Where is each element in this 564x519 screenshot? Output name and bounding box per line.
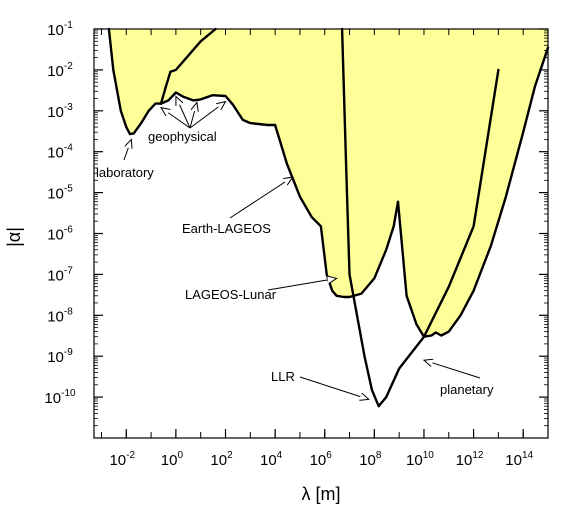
y-tick-label: 10-9 bbox=[47, 347, 73, 366]
excluded-region-fill bbox=[108, 29, 549, 337]
annotation-label-laboratory: laboratory bbox=[96, 165, 154, 180]
annotation-label-earth-lageos: Earth-LAGEOS bbox=[182, 221, 271, 236]
y-tick-label: 10-6 bbox=[47, 225, 73, 244]
series-line-planetary bbox=[422, 46, 550, 338]
x-axis-title: λ [m] bbox=[302, 484, 341, 504]
series-lines bbox=[107, 27, 550, 408]
annotation-arrow-geophysical bbox=[161, 108, 191, 129]
y-tick-label: 10-10 bbox=[44, 388, 76, 407]
annotation-arrow-geophysical bbox=[189, 103, 197, 129]
annotation-arrow-earth-lageos bbox=[229, 177, 293, 219]
x-tick-label: 106 bbox=[310, 450, 333, 469]
annotation-arrow-laboratory bbox=[123, 139, 131, 161]
annotations: laboratory geophysical Earth-LAGEOS LAGEOS-… bbox=[96, 97, 494, 400]
annotation-label-planetary: planetary bbox=[440, 382, 494, 397]
series-line-geophysical-upper bbox=[159, 27, 217, 105]
y-tick-label: 10-3 bbox=[47, 102, 73, 121]
x-tick-label: 1012 bbox=[456, 450, 484, 469]
annotation-arrow-lageos-lunar bbox=[267, 278, 337, 291]
series-line-geophysical bbox=[159, 91, 277, 127]
series-line-earth-lageos bbox=[273, 123, 328, 276]
x-tick-label: 100 bbox=[161, 450, 184, 469]
y-tick-label: 10-4 bbox=[47, 143, 73, 162]
annotation-arrow-planetary bbox=[424, 360, 481, 379]
series-line-laboratory bbox=[107, 27, 163, 136]
plot-area: 10-2 100 102 104 106 108 1010 1012 1014 10-1 10-2 1… bbox=[44, 20, 550, 469]
x-tick-label: 10-2 bbox=[109, 450, 135, 469]
series-line-lageos-lunar bbox=[325, 200, 426, 338]
y-axis-title: |α| bbox=[4, 227, 24, 247]
axis-ticks: 10-2 100 102 104 106 108 1010 1012 1014 10-1 10-2 1… bbox=[44, 20, 549, 469]
y-tick-label: 10-5 bbox=[47, 184, 73, 203]
x-tick-label: 1010 bbox=[406, 450, 434, 469]
annotation-label-geophysical: geophysical bbox=[148, 129, 217, 144]
y-tick-label: 10-2 bbox=[47, 61, 73, 80]
x-tick-label: 1014 bbox=[505, 450, 533, 469]
x-tick-label: 108 bbox=[359, 450, 382, 469]
series-line-llr bbox=[340, 27, 500, 408]
annotation-label-lageos-lunar: LAGEOS-Lunar bbox=[185, 287, 277, 302]
y-tick-label: 10-7 bbox=[47, 265, 73, 284]
y-tick-label: 10-1 bbox=[47, 20, 73, 39]
annotation-arrow-geophysical bbox=[176, 97, 191, 129]
x-tick-label: 104 bbox=[260, 450, 283, 469]
annotation-arrow-llr bbox=[299, 376, 369, 399]
y-tick-label: 10-8 bbox=[47, 306, 73, 325]
x-tick-label: 102 bbox=[210, 450, 233, 469]
annotation-arrow-geophysical bbox=[189, 102, 226, 129]
annotation-label-llr: LLR bbox=[271, 369, 295, 384]
